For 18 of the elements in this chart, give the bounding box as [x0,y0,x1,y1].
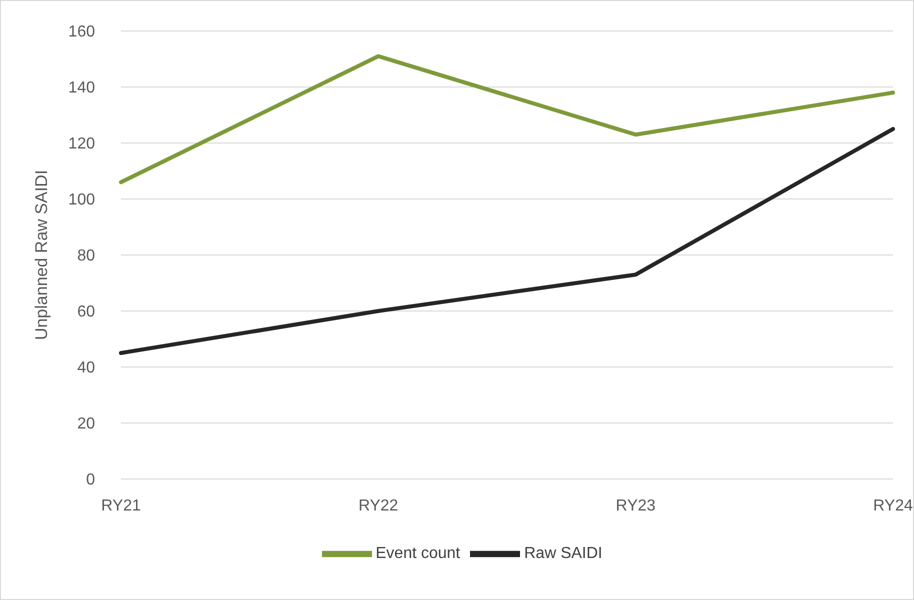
y-tick-label: 140 [68,80,96,97]
x-tick-label: RY24 [873,497,913,514]
y-tick-label: 20 [77,416,96,433]
y-tick-label: 120 [68,136,96,153]
x-tick-label: RY22 [358,497,398,514]
y-tick-label: 60 [77,304,96,321]
legend-label: Raw SAIDI [524,545,602,562]
legend-label: Event count [376,545,460,562]
y-tick-label: 80 [77,248,96,265]
y-tick-label: 0 [86,472,96,489]
y-tick-label: 160 [68,24,96,41]
line-series [119,127,895,355]
x-tick-label: RY21 [101,497,141,514]
line-series [119,54,895,184]
y-tick-label: 100 [68,192,96,209]
y-axis-title: Unplanned Raw SAIDI [32,170,52,340]
x-tick-label: RY23 [616,497,656,514]
y-tick-label: 40 [77,360,96,377]
